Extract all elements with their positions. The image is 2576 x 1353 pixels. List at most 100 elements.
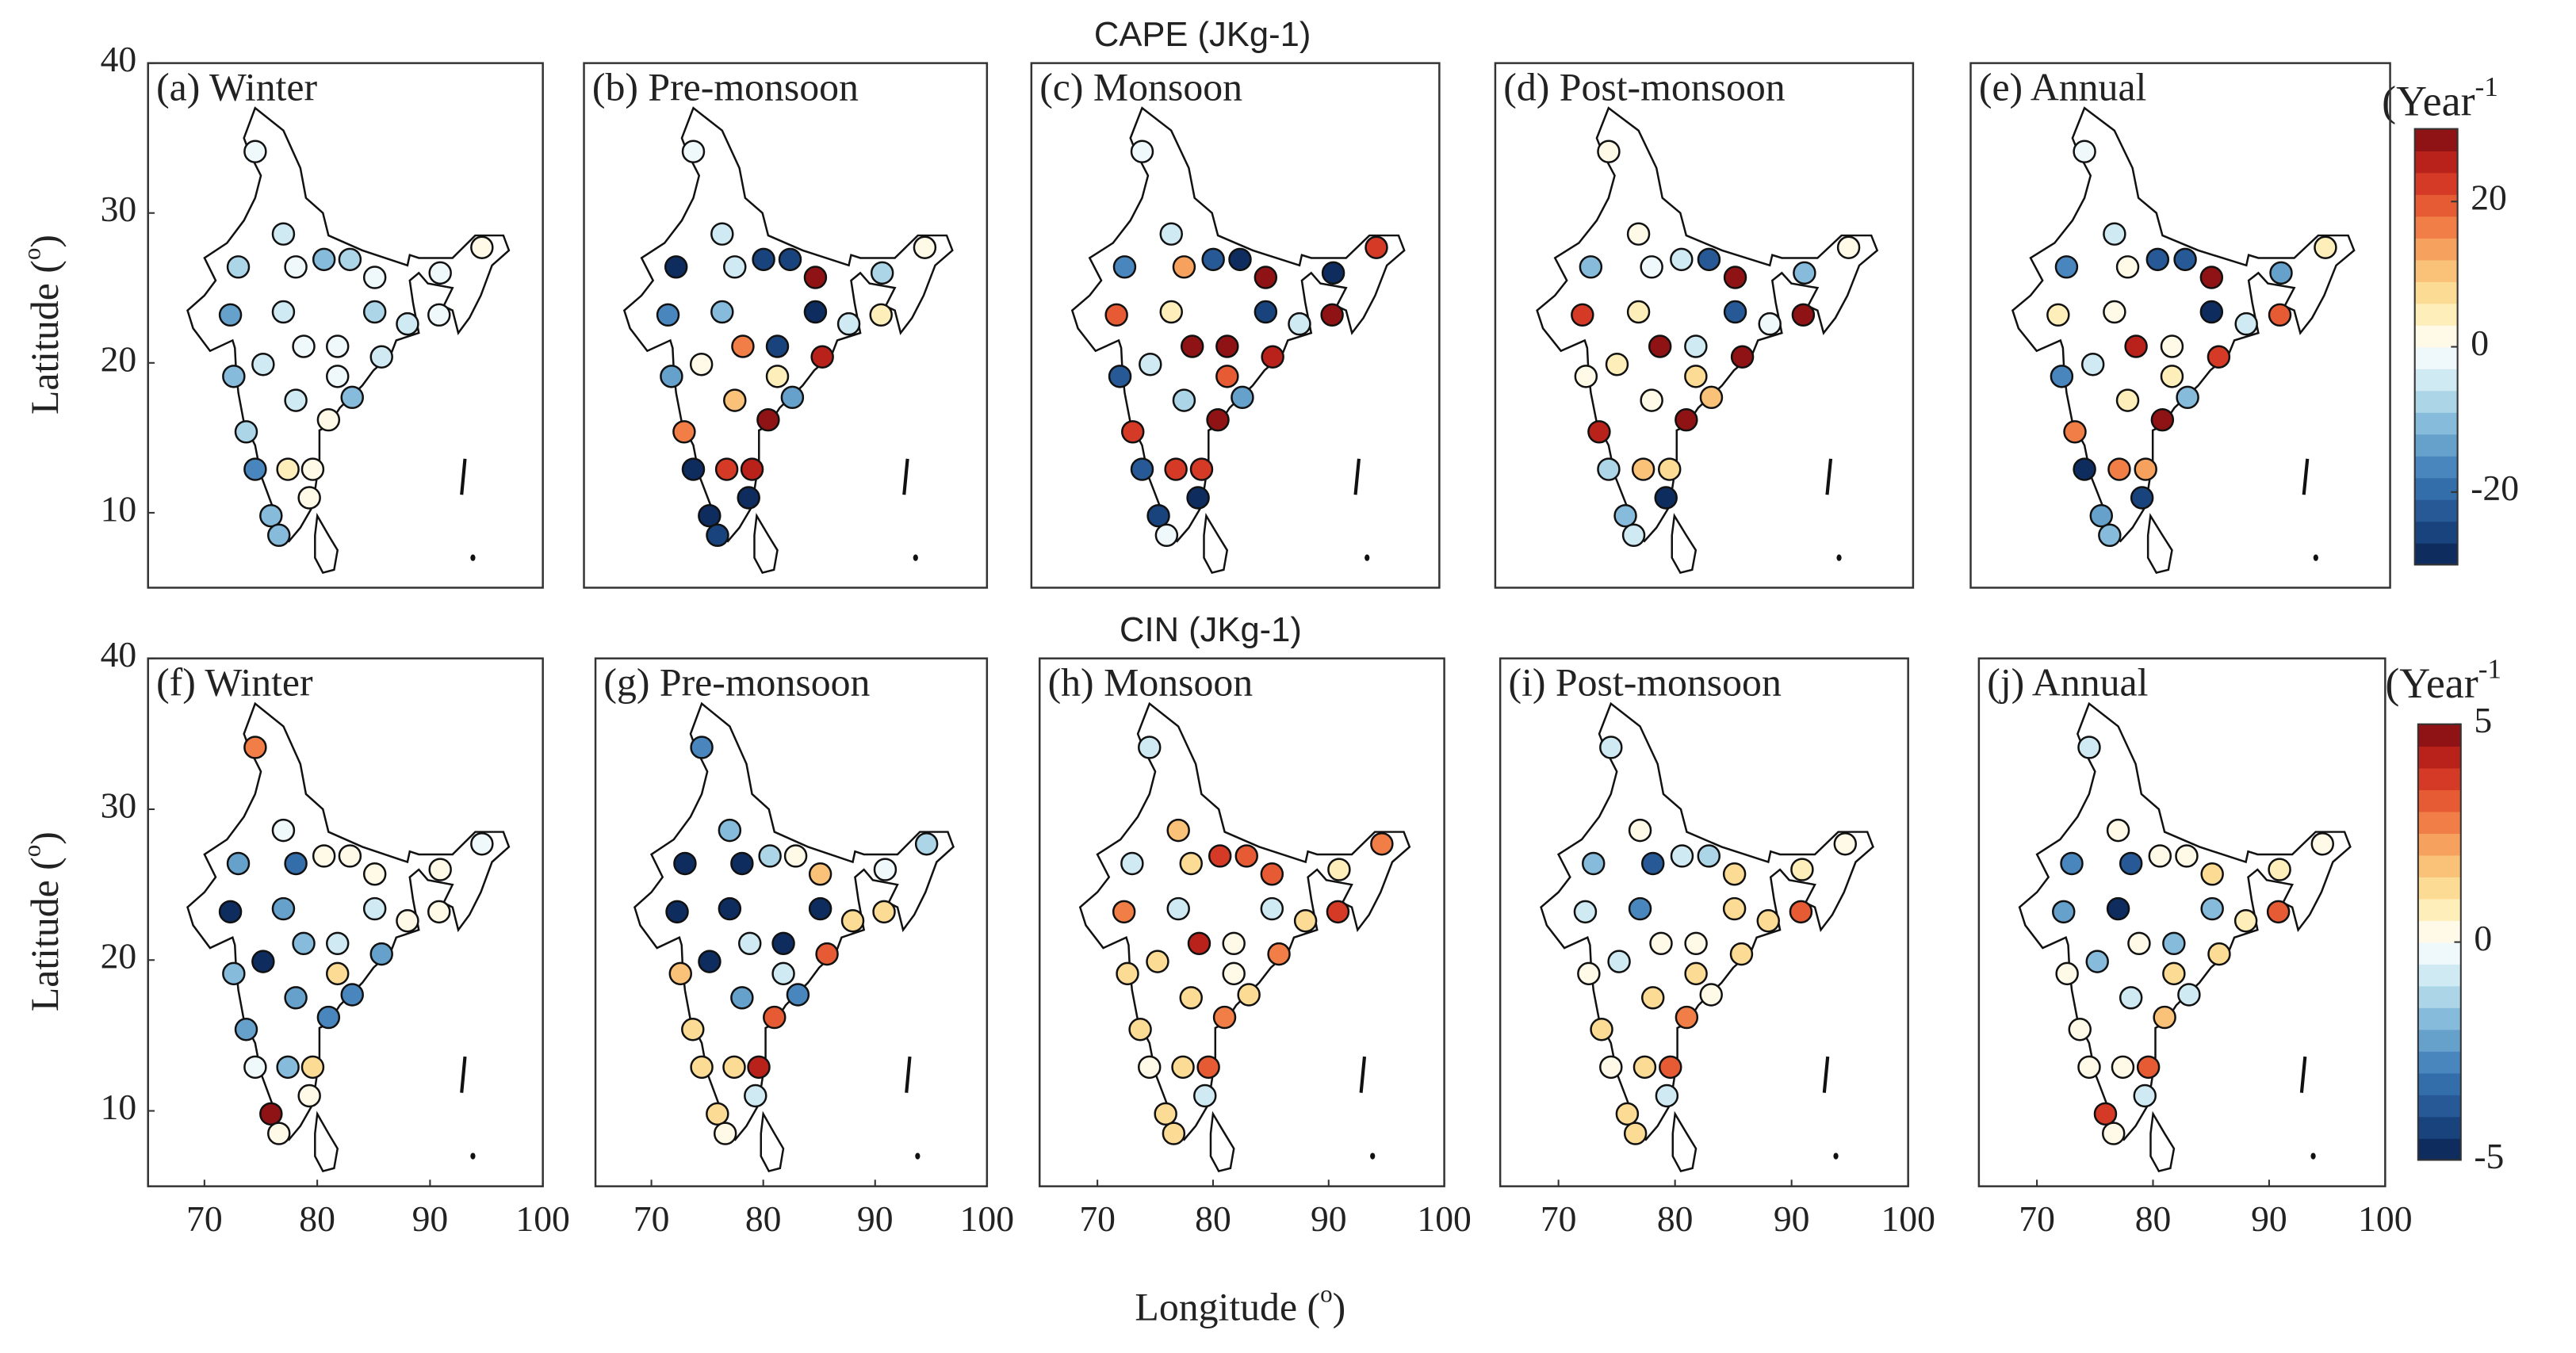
y-axis-label: Latitude (o) xyxy=(18,235,67,415)
colorbar-label: (Year-1 xyxy=(2385,653,2501,707)
station-dot xyxy=(1179,851,1203,876)
station-dot xyxy=(2085,950,2109,973)
panel-title: (i) Post-monsoon xyxy=(1509,660,1782,704)
island-outline xyxy=(753,513,779,575)
station-dot xyxy=(1234,844,1258,868)
island-outline xyxy=(1353,458,1361,495)
panel-title: (d) Post-monsoon xyxy=(1503,65,1786,109)
x-tick-label: 90 xyxy=(857,1198,894,1239)
panel-frame xyxy=(1494,62,1915,589)
colorbar-segment xyxy=(2417,1072,2461,1095)
station-dot xyxy=(284,388,308,412)
station-dot xyxy=(1166,818,1190,843)
colorbar-tick-label: 0 xyxy=(2471,323,2489,363)
station-dot xyxy=(1626,300,1651,324)
station-dot xyxy=(681,1018,705,1042)
x-tick-label: 70 xyxy=(633,1198,670,1239)
colorbar-segment xyxy=(2417,724,2461,747)
station-dot xyxy=(1116,961,1139,986)
y-tick-label: 30 xyxy=(101,189,137,229)
station-dot xyxy=(2080,352,2105,376)
station-dot xyxy=(1104,303,1128,327)
label-text: Longitude ( xyxy=(1135,1286,1320,1329)
station-dot xyxy=(1267,942,1291,966)
colorbar-segment xyxy=(2414,325,2458,348)
station-dot xyxy=(251,950,275,973)
island-outline xyxy=(1203,513,1229,575)
station-dot xyxy=(763,1005,787,1030)
station-dot xyxy=(2134,457,2157,481)
x-tick-label: 100 xyxy=(515,1198,569,1239)
station-dot xyxy=(1648,334,1672,358)
station-dot xyxy=(1146,503,1170,528)
station-dot xyxy=(2073,140,2096,163)
station-dot xyxy=(1254,300,1278,324)
station-dot xyxy=(234,1018,258,1042)
colorbar-segment xyxy=(2417,1137,2461,1161)
station-dot xyxy=(312,844,336,868)
station-dot xyxy=(1599,1055,1623,1080)
station-dot xyxy=(1577,961,1601,986)
station-dot xyxy=(1573,900,1598,924)
station-dot xyxy=(2098,523,2122,548)
station-dot xyxy=(1201,247,1225,272)
colorbar-segment xyxy=(2414,434,2458,457)
island-outline xyxy=(1825,458,1833,495)
station-dot xyxy=(1320,303,1344,327)
station-dot xyxy=(2148,844,2172,868)
station-dot xyxy=(338,844,362,868)
station-dot xyxy=(300,1055,325,1080)
station-dot xyxy=(698,503,722,528)
station-dot xyxy=(673,851,697,876)
station-dot xyxy=(2115,255,2140,279)
x-tick-label: 80 xyxy=(2135,1198,2172,1239)
station-dot xyxy=(681,457,706,481)
colorbar-segment xyxy=(2417,746,2461,769)
colorbar-segment xyxy=(2417,920,2461,943)
station-dot xyxy=(1139,352,1162,376)
station-dot xyxy=(2207,942,2231,966)
station-dot xyxy=(297,1084,321,1108)
x-tick-label: 100 xyxy=(1417,1198,1471,1239)
colorbar-segment xyxy=(2417,985,2461,1008)
colorbar-segment xyxy=(2414,346,2458,369)
island-outline xyxy=(1671,513,1698,575)
station-dot xyxy=(710,300,734,324)
colorbar-segment xyxy=(2417,767,2461,790)
station-dot xyxy=(338,247,362,272)
station-dot xyxy=(1293,909,1318,933)
station-dot xyxy=(369,345,393,369)
station-dot xyxy=(1699,983,1723,1007)
station-dot xyxy=(1208,844,1232,868)
island-outline xyxy=(915,1152,921,1160)
station-dot xyxy=(714,457,739,481)
colorbar-segment xyxy=(2417,833,2461,856)
station-dot xyxy=(1697,247,1721,272)
station-dot xyxy=(292,334,316,358)
label-text: Latitude ( xyxy=(24,260,67,415)
station-dot xyxy=(2055,961,2079,986)
station-dot xyxy=(1112,255,1137,279)
station-dot xyxy=(1162,1122,1186,1145)
station-dot xyxy=(2127,931,2151,956)
colorbar-segment xyxy=(2417,898,2461,921)
island-outline xyxy=(470,1152,476,1160)
station-dot xyxy=(259,1102,283,1126)
station-dot xyxy=(737,486,760,510)
label-sup: o xyxy=(18,845,46,858)
station-dot xyxy=(1722,896,1747,921)
island-outline xyxy=(2149,1110,2176,1173)
island-outline xyxy=(2299,1056,2307,1093)
station-dot xyxy=(316,407,341,432)
station-dot xyxy=(1172,388,1196,412)
station-dot xyxy=(771,961,795,986)
colorbar-segment xyxy=(2414,172,2458,195)
station-dot xyxy=(396,909,419,933)
station-dot xyxy=(744,1084,767,1108)
station-dot xyxy=(1684,961,1708,986)
station-dot xyxy=(1237,983,1261,1007)
station-dot xyxy=(1654,486,1678,510)
station-dot xyxy=(226,255,251,279)
island-outline xyxy=(460,1056,467,1093)
